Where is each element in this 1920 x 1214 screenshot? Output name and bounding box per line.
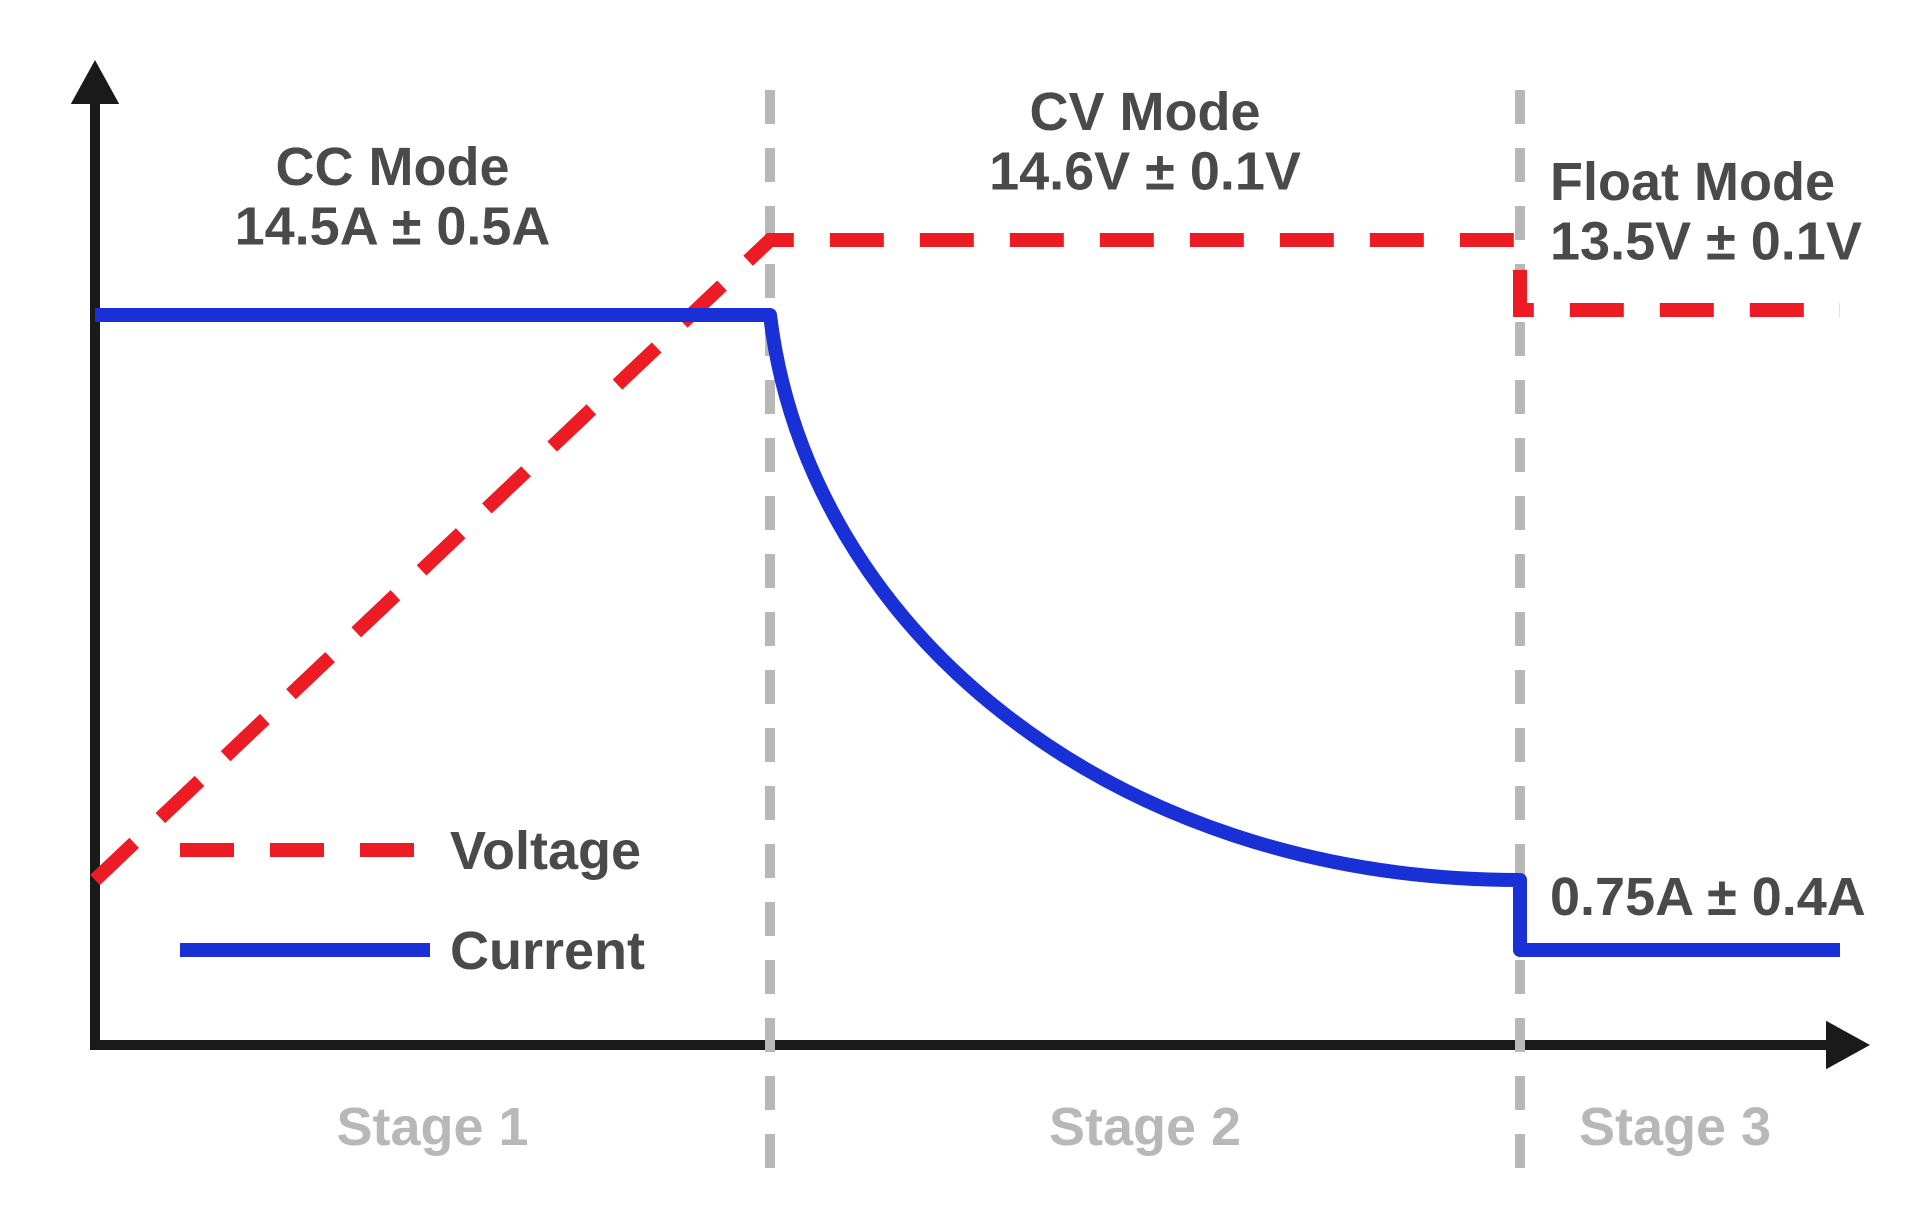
legend-voltage-label: Voltage <box>450 821 641 881</box>
float-mode-value: 13.5V ± 0.1V <box>1550 211 1862 271</box>
cv-mode-value: 14.6V ± 0.1V <box>989 141 1301 201</box>
legend-current-label: Current <box>450 921 645 981</box>
stage-1-label: Stage 1 <box>336 1097 528 1157</box>
float-current-value: 0.75A ± 0.4A <box>1550 867 1866 927</box>
y-axis-arrow <box>71 60 119 104</box>
cv-mode-title: CV Mode <box>1029 82 1260 142</box>
float-mode-title: Float Mode <box>1550 152 1835 212</box>
stage-2-label: Stage 2 <box>1049 1097 1241 1157</box>
cc-mode-value: 14.5A ± 0.5A <box>235 196 551 256</box>
cc-mode-title: CC Mode <box>276 137 510 197</box>
legend: Voltage Current <box>180 821 645 981</box>
voltage-trace <box>95 240 1840 880</box>
charging-stages-chart: Voltage Current CC Mode 14.5A ± 0.5A CV … <box>0 0 1920 1214</box>
x-axis-arrow <box>1826 1021 1870 1069</box>
stage-3-label: Stage 3 <box>1579 1097 1771 1157</box>
